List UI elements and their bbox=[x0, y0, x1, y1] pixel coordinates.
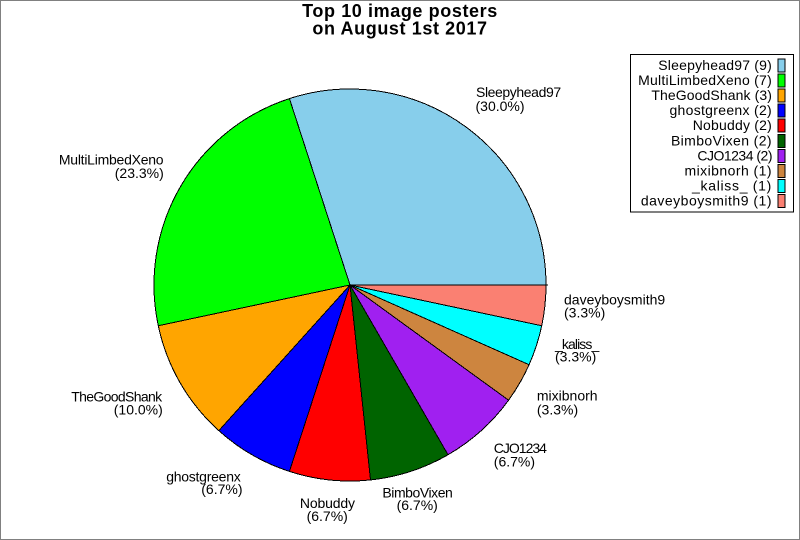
svg-text:MultiLimbedXeno: MultiLimbedXeno bbox=[59, 151, 164, 167]
svg-text:_kaliss_ (1): _kaliss_ (1) bbox=[691, 178, 772, 194]
svg-text:ghostgreenx (2): ghostgreenx (2) bbox=[669, 102, 772, 118]
svg-text:TheGoodShank: TheGoodShank bbox=[71, 388, 163, 404]
svg-text:on August 1st 2017: on August 1st 2017 bbox=[312, 19, 487, 39]
svg-text:(6.7%): (6.7%) bbox=[494, 453, 535, 469]
svg-text:daveyboysmith9 (1): daveyboysmith9 (1) bbox=[641, 193, 772, 209]
svg-text:TheGoodShank (3): TheGoodShank (3) bbox=[651, 87, 772, 103]
svg-text:daveyboysmith9: daveyboysmith9 bbox=[564, 291, 665, 307]
svg-text:Nobuddy: Nobuddy bbox=[300, 495, 355, 511]
svg-text:(3.3%): (3.3%) bbox=[555, 349, 596, 365]
svg-text:(3.3%): (3.3%) bbox=[537, 401, 578, 417]
svg-text:CJO1234 (2): CJO1234 (2) bbox=[697, 147, 772, 163]
svg-text:(23.3%): (23.3%) bbox=[115, 165, 164, 181]
svg-text:BimboVixen (2): BimboVixen (2) bbox=[671, 132, 772, 148]
svg-text:CJO1234: CJO1234 bbox=[494, 440, 547, 456]
svg-text:BimboVixen: BimboVixen bbox=[382, 485, 452, 501]
svg-text:Sleepyhead97: Sleepyhead97 bbox=[476, 84, 561, 100]
svg-text:Sleepyhead97 (9): Sleepyhead97 (9) bbox=[658, 57, 772, 73]
svg-text:_kaliss_: _kaliss_ bbox=[554, 336, 599, 352]
svg-text:MultiLimbedXeno (7): MultiLimbedXeno (7) bbox=[638, 72, 772, 88]
svg-text:(6.7%): (6.7%) bbox=[397, 497, 438, 513]
svg-text:(10.0%): (10.0%) bbox=[114, 402, 163, 418]
svg-text:(6.7%): (6.7%) bbox=[201, 481, 242, 497]
svg-text:(30.0%): (30.0%) bbox=[476, 98, 525, 114]
svg-text:mixibnorh (1): mixibnorh (1) bbox=[684, 163, 772, 179]
svg-text:Nobuddy (2): Nobuddy (2) bbox=[693, 117, 772, 133]
svg-text:(3.3%): (3.3%) bbox=[564, 304, 605, 320]
svg-text:(6.7%): (6.7%) bbox=[307, 508, 348, 524]
svg-text:ghostgreenx: ghostgreenx bbox=[166, 468, 241, 484]
svg-text:mixibnorh: mixibnorh bbox=[537, 388, 598, 404]
svg-text:Top 10 image posters: Top 10 image posters bbox=[302, 1, 498, 21]
